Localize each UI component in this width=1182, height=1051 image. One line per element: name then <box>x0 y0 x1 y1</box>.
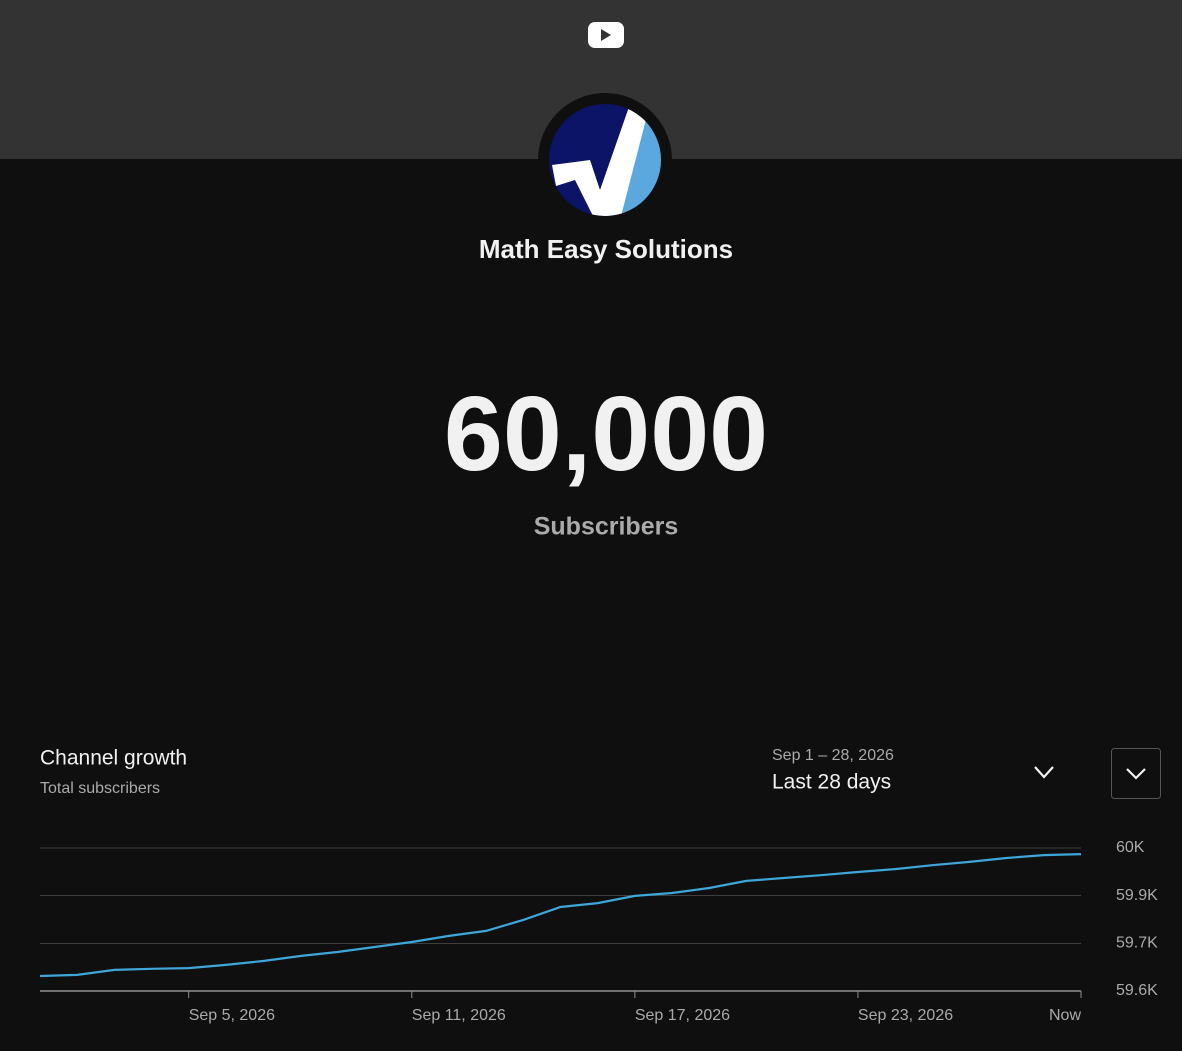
x-tick-label: Now <box>1049 1007 1081 1024</box>
y-tick-label: 59.6K <box>1116 982 1158 999</box>
period-dropdown[interactable] <box>1034 766 1054 779</box>
growth-subtitle: Total subscribers <box>40 780 160 797</box>
date-range: Sep 1 – 28, 2026 <box>772 747 894 764</box>
y-tick-label: 60K <box>1116 839 1145 856</box>
youtube-logo <box>588 22 624 48</box>
y-tick-label: 59.9K <box>1116 887 1158 904</box>
subscriber-count: 60,000 <box>444 375 768 493</box>
chart: 59.6K 59.7K 59.9K 60K Sep 5, 2026 Sep 11, 202… <box>39 839 1158 1024</box>
growth-title: Channel growth <box>40 747 187 770</box>
subscriber-label: Subscribers <box>534 513 679 541</box>
channel-avatar[interactable] <box>538 93 672 230</box>
x-tick-label: Sep 23, 2026 <box>858 1007 953 1024</box>
subscriber-line <box>39 853 1082 978</box>
x-tick-label: Sep 17, 2026 <box>635 1007 730 1024</box>
expand-button[interactable] <box>1111 748 1161 799</box>
x-tick-label: Sep 11, 2026 <box>412 1007 506 1024</box>
period: Last 28 days <box>772 771 891 794</box>
x-tick-label: Sep 5, 2026 <box>189 1007 275 1024</box>
y-tick-label: 59.7K <box>1116 935 1158 952</box>
channel-name: Math Easy Solutions <box>479 234 733 264</box>
